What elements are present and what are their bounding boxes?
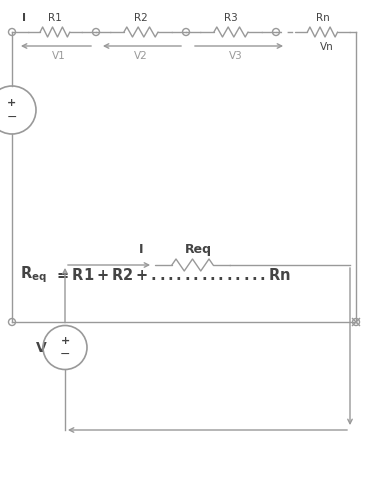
Text: +: + [60, 336, 70, 346]
Text: I: I [139, 243, 143, 256]
Text: R1: R1 [48, 13, 62, 23]
Text: I: I [22, 13, 26, 23]
Text: V: V [36, 341, 47, 354]
Text: Vn: Vn [320, 42, 333, 52]
Text: −: − [60, 347, 70, 361]
Text: +: + [7, 98, 17, 108]
Text: V1: V1 [52, 51, 66, 61]
Text: Req: Req [185, 243, 212, 256]
Text: V2: V2 [134, 51, 148, 61]
Text: R3: R3 [224, 13, 238, 23]
Text: $\mathbf{= R1 + R2 +..............Rn}$: $\mathbf{= R1 + R2 +..............Rn}$ [54, 267, 291, 283]
Text: Rn: Rn [316, 13, 329, 23]
Text: $\mathbf{R_{eq}}$: $\mathbf{R_{eq}}$ [20, 265, 47, 285]
Text: −: − [7, 111, 17, 123]
Text: V3: V3 [229, 51, 243, 61]
Text: R2: R2 [134, 13, 148, 23]
